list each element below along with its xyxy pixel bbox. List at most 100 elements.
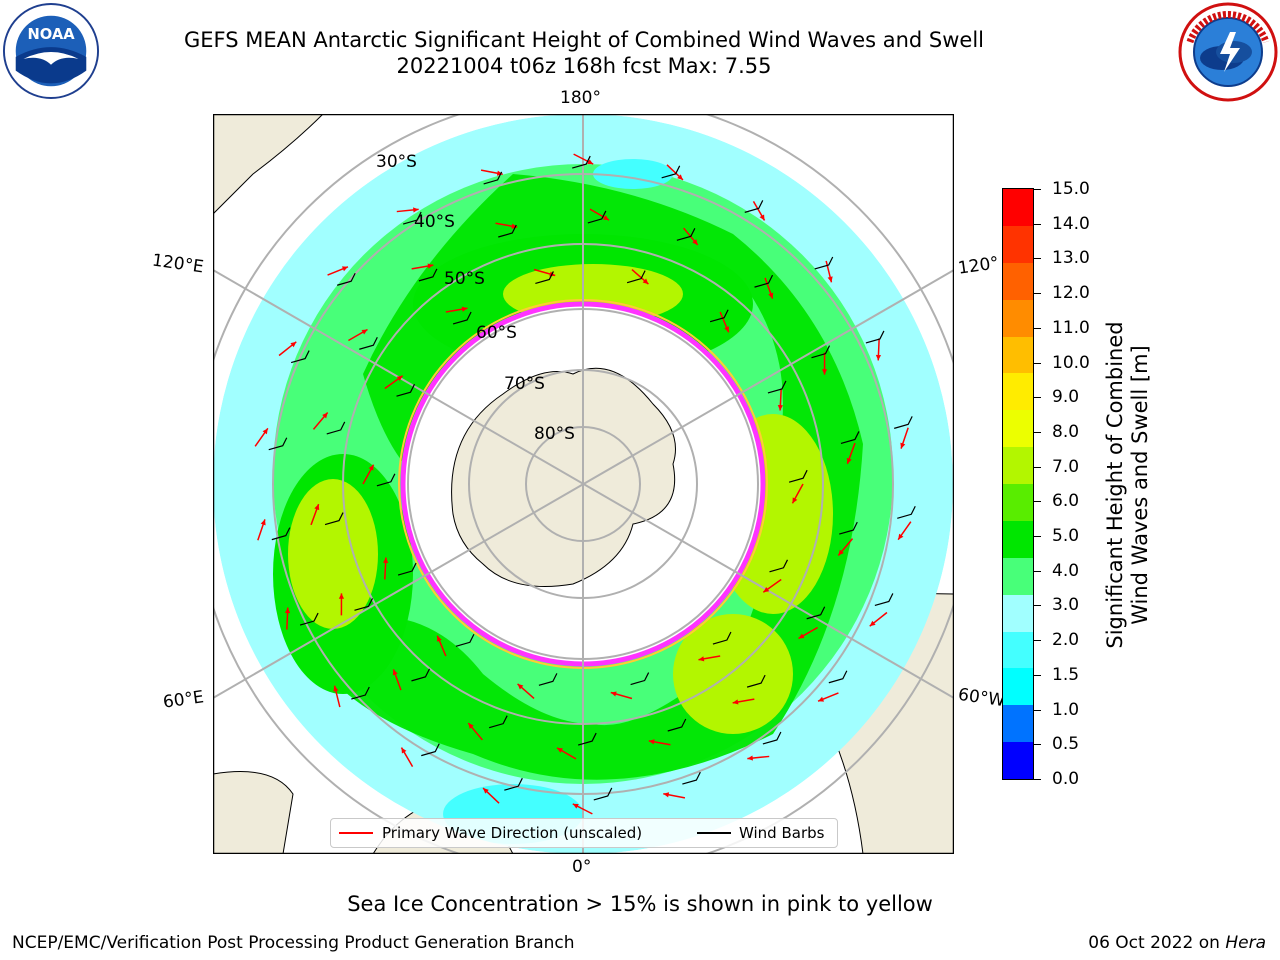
wave-arrow-head xyxy=(777,404,783,411)
colorbar-tick-label: 7.0 xyxy=(1052,456,1080,477)
colorbar-tick xyxy=(1034,605,1041,607)
lon-label-60w: 60°W xyxy=(956,684,1007,712)
wind-barb xyxy=(504,777,523,791)
wind-barb xyxy=(840,431,860,445)
wind-barb xyxy=(593,787,613,801)
wave-arrow-head xyxy=(610,691,617,697)
wave-direction-arrows xyxy=(254,153,916,815)
wave-arrow-head xyxy=(724,326,730,333)
colorbar-band xyxy=(1003,188,1033,226)
wind-barb xyxy=(806,606,826,620)
wind-barb xyxy=(299,612,319,626)
colorbar-tick-label: 12.0 xyxy=(1052,283,1090,304)
wind-barb xyxy=(498,224,517,238)
wave-arrow-head xyxy=(869,620,876,627)
colorbar-tick-label: 4.0 xyxy=(1052,560,1080,581)
colorbar-tick-label: 2.0 xyxy=(1052,630,1080,651)
wind-barb xyxy=(421,743,440,757)
lon-label-60e: 60°E xyxy=(161,687,206,713)
wave-arrow-head xyxy=(290,341,297,348)
colorbar-tick xyxy=(1034,570,1041,572)
wave-arrow-head xyxy=(383,557,389,564)
wind-barb xyxy=(290,350,310,364)
colorbar-band xyxy=(1003,336,1033,374)
wave-arrow-head xyxy=(768,292,774,299)
wind-barb xyxy=(535,271,554,285)
wave-arrow-head xyxy=(846,457,852,464)
wave-arrow-head xyxy=(827,276,833,283)
graticule xyxy=(213,114,954,854)
colorbar-tick xyxy=(1034,501,1041,503)
colorbar-band xyxy=(1003,483,1033,521)
lat-label-80s: 80°S xyxy=(534,424,575,444)
legend-barb-label: Wind Barbs xyxy=(739,824,825,842)
colorbar-tick xyxy=(1034,431,1041,433)
colorbar-tick-label: 13.0 xyxy=(1052,248,1090,269)
colorbar-band xyxy=(1003,262,1033,300)
wave-arrow-head xyxy=(496,170,503,176)
colorbar-tick xyxy=(1034,779,1041,780)
wind-barb xyxy=(538,673,558,686)
colorbar-tick-label: 3.0 xyxy=(1052,595,1080,616)
colorbar-tick-label: 0.5 xyxy=(1052,734,1080,755)
wind-barb xyxy=(324,512,344,526)
colorbar-band xyxy=(1003,667,1033,706)
wave-arrow-head xyxy=(838,549,844,556)
wind-barb xyxy=(667,718,687,732)
wind-barb xyxy=(788,469,808,483)
wind-barb xyxy=(397,562,417,576)
lat-label-70s: 70°S xyxy=(504,374,545,394)
lat-label-60s: 60°S xyxy=(476,323,517,343)
wind-barb xyxy=(865,330,885,344)
nws-logo xyxy=(1178,2,1278,102)
colorbar-tick xyxy=(1034,293,1041,295)
sea-ice-note: Sea Ice Concentration > 15% is shown in … xyxy=(347,892,933,916)
wave-arrow-head xyxy=(648,739,655,745)
wind-barb xyxy=(351,686,370,700)
antarctica xyxy=(451,367,676,587)
wind-barb xyxy=(452,311,472,325)
noaa-logo: NOAA xyxy=(2,2,100,100)
colorbar-tick xyxy=(1034,327,1041,329)
wind-barb xyxy=(839,521,858,535)
wave-arrow-head xyxy=(338,593,345,599)
wave-arrow-head xyxy=(663,792,670,798)
colorbar-band xyxy=(1003,409,1033,448)
colorbar-tick xyxy=(1034,640,1041,642)
wind-barb xyxy=(587,210,607,224)
colorbar-label: Significant Height of Combined Wind Wave… xyxy=(1103,321,1152,649)
lon-label-0: 0° xyxy=(572,857,592,877)
colorbar-band xyxy=(1003,299,1033,337)
wind-barb xyxy=(754,274,774,288)
wave-arrow-head xyxy=(677,174,683,180)
wave-arrow-head xyxy=(698,656,705,662)
wind-barb xyxy=(271,527,291,541)
map-legend: Primary Wave Direction (unscaled) Wind B… xyxy=(330,818,838,848)
legend-wave-swatch xyxy=(339,832,373,834)
wave-arrow-head xyxy=(818,696,825,702)
wind-barb xyxy=(577,732,597,746)
colorbar-tick-label: 15.0 xyxy=(1052,179,1090,199)
colorbar-tick xyxy=(1034,709,1041,711)
wind-barb xyxy=(488,715,508,729)
colorbar-band xyxy=(1003,446,1033,484)
wave-arrow-head xyxy=(284,607,291,614)
wave-arrow-head xyxy=(603,215,610,221)
wave-arrow-head xyxy=(517,683,524,690)
colorbar-tick xyxy=(1034,362,1041,364)
colorbar xyxy=(1002,188,1034,780)
colorbar-tick-label: 5.0 xyxy=(1052,526,1080,547)
colorbar-band xyxy=(1003,520,1033,558)
wind-barb xyxy=(811,345,831,359)
wind-barb xyxy=(828,670,848,684)
legend-wave-label: Primary Wave Direction (unscaled) xyxy=(382,824,643,842)
wave-arrow-head xyxy=(587,159,594,165)
wave-arrow-head xyxy=(898,533,904,540)
wind-barb xyxy=(626,270,646,284)
colorbar-tick-label: 6.0 xyxy=(1052,491,1080,512)
wave-arrow-head xyxy=(511,223,518,229)
colorbar-band xyxy=(1003,594,1033,632)
wave-arrow-head xyxy=(792,497,798,504)
lon-label-120w: 120° xyxy=(956,253,1001,279)
colorbar-tick-label: 1.5 xyxy=(1052,664,1080,685)
